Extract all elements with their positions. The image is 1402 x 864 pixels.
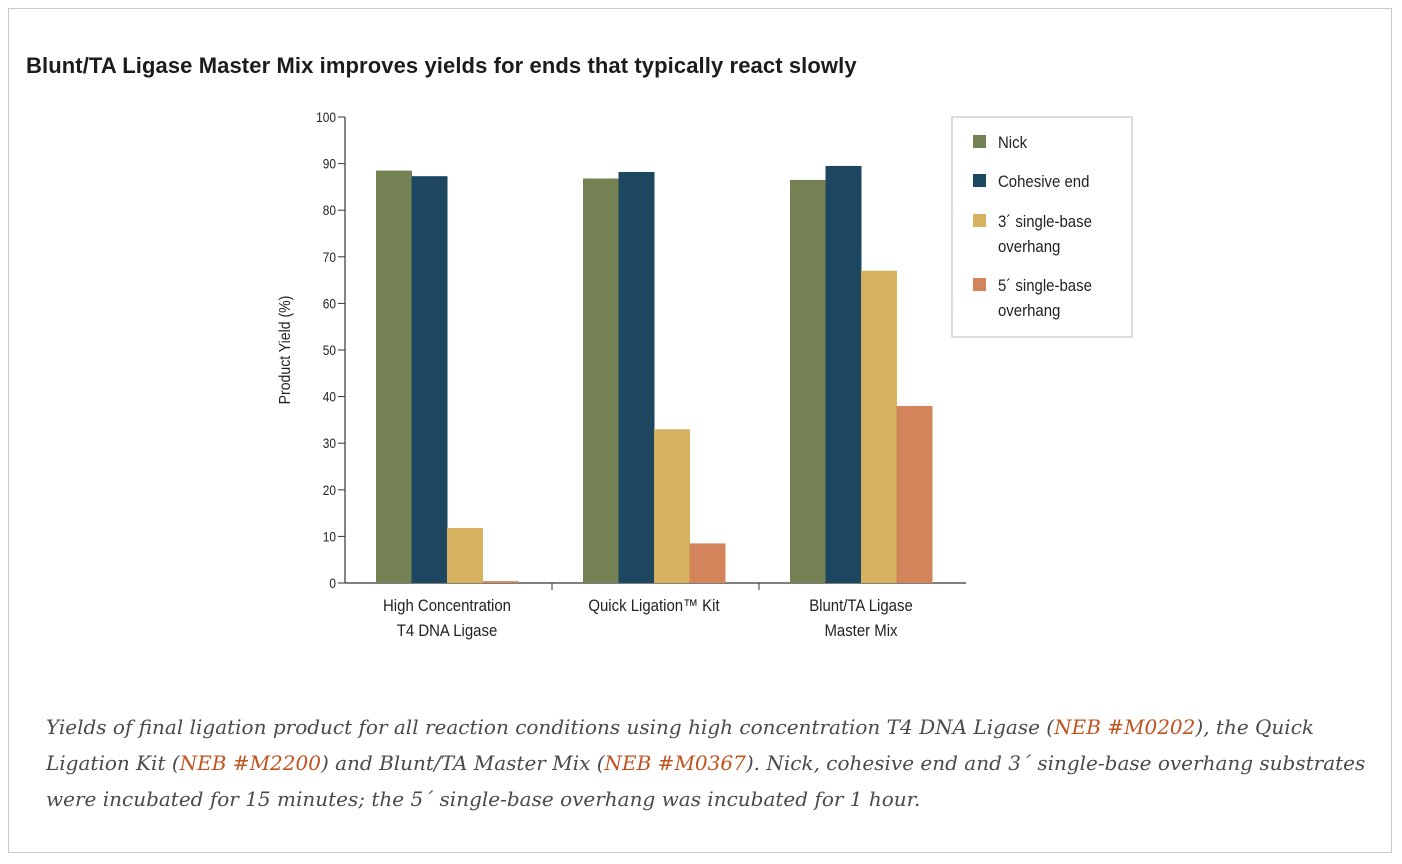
y-tick-label: 60 (323, 295, 336, 311)
x-category-label: High Concentration (383, 597, 511, 615)
figure-frame (8, 8, 1392, 853)
bar-nick (376, 170, 412, 583)
legend-label: overhang (998, 302, 1060, 320)
x-category-label: Master Mix (824, 622, 897, 640)
neb-m0202-link[interactable]: NEB #M0202 (1054, 715, 1196, 739)
y-tick-label: 90 (323, 156, 336, 172)
y-tick-label: 40 (323, 389, 336, 405)
y-tick-label: 100 (316, 109, 336, 125)
y-tick-label: 10 (323, 528, 336, 544)
bar-3-single-base-overhang (447, 528, 483, 583)
caption-text-1: Yields of final ligation product for all… (46, 715, 1055, 739)
bar-3-single-base-overhang (654, 429, 690, 583)
legend-label: 3´ single-base (998, 213, 1092, 231)
y-tick-label: 20 (323, 482, 336, 498)
bar-5-single-base-overhang (689, 543, 726, 583)
legend-swatch (973, 135, 986, 148)
y-tick-label: 30 (323, 435, 336, 451)
y-tick-label: 50 (323, 342, 336, 358)
y-axis-title: Product Yield (%) (276, 296, 294, 405)
bar-cohesive-end (618, 171, 655, 583)
bar-nick (583, 178, 619, 583)
caption-text-3: ) and Blunt/TA Master Mix ( (320, 751, 605, 775)
x-category-label: T4 DNA Ligase (397, 622, 498, 640)
legend-swatch (973, 174, 986, 187)
y-tick-label: 70 (323, 249, 336, 265)
figure-heading: Blunt/TA Ligase Master Mix improves yiel… (26, 53, 857, 78)
legend-label: Cohesive end (998, 173, 1089, 191)
legend-swatch (973, 278, 986, 291)
neb-m0367-link[interactable]: NEB #M0367 (604, 751, 746, 775)
bar-cohesive-end (825, 165, 862, 583)
caption-text-2: ), the Quick Ligation Kit ( (46, 715, 1315, 775)
legend-swatch (973, 214, 986, 227)
bar-5-single-base-overhang (482, 581, 519, 583)
bar-3-single-base-overhang (861, 270, 897, 583)
legend-label: Nick (998, 134, 1028, 152)
x-category-label: Blunt/TA Ligase (809, 597, 913, 615)
neb-m2200-link[interactable]: NEB #M2200 (179, 751, 321, 775)
legend-label: 5´ single-base (998, 277, 1092, 295)
legend-label: overhang (998, 238, 1060, 256)
x-category-label: Quick Ligation™ Kit (588, 597, 720, 615)
bar-nick (790, 179, 826, 583)
caption-text-4: ). Nick, cohesive end and 3´ single-base… (46, 751, 1366, 811)
figure-caption: Yields of final ligation product for all… (46, 709, 1366, 817)
y-tick-label: 80 (323, 202, 336, 218)
bar-cohesive-end (411, 176, 448, 583)
bar-5-single-base-overhang (896, 405, 933, 583)
y-tick-label: 0 (329, 575, 336, 591)
bar-chart: 0 10 20 30 40 50 60 70 80 90 100 Product Yield (%) H… (276, 109, 1133, 640)
